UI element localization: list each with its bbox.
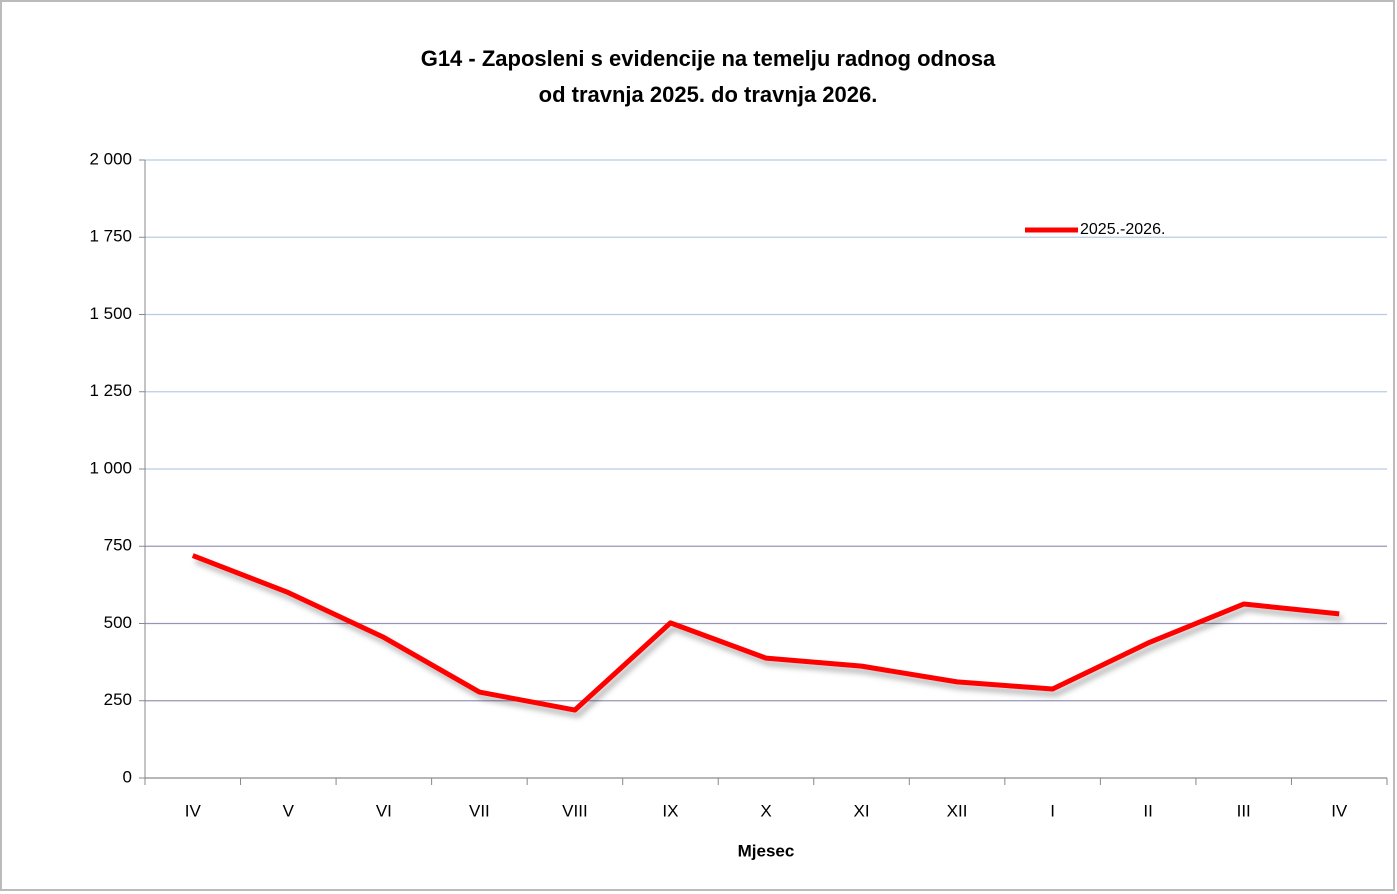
x-tick-label: X [760, 801, 771, 820]
chart-subtitle: od travnja 2025. do travnja 2026. [539, 82, 878, 107]
y-tick-label: 1 500 [89, 304, 132, 323]
x-tick-label: VI [376, 801, 392, 820]
y-tick-label: 1 250 [89, 381, 132, 400]
series-line [191, 553, 1340, 713]
y-tick-label: 250 [104, 690, 132, 709]
x-tick-label: XI [854, 801, 870, 820]
y-tick-label: 500 [104, 613, 132, 632]
y-tick-label: 750 [104, 536, 132, 555]
x-tick-label: IX [662, 801, 678, 820]
x-tick-label: XII [947, 801, 968, 820]
x-axis-title: Mjesec [738, 841, 795, 860]
x-tick-label: VIII [562, 801, 588, 820]
x-tick-label: IV [185, 801, 202, 820]
y-tick-label: 2 000 [89, 149, 132, 168]
x-tick-label: II [1143, 801, 1152, 820]
x-tick-label: I [1050, 801, 1055, 820]
legend-label: 2025.-2026. [1080, 221, 1165, 238]
y-tick-label: 1 000 [89, 458, 132, 477]
y-tick-label: 0 [123, 767, 132, 786]
x-tick-label: VII [469, 801, 490, 820]
y-tick-label: 1 750 [89, 227, 132, 246]
x-tick-label: III [1237, 801, 1251, 820]
x-tick-label: IV [1331, 801, 1348, 820]
x-tick-label: V [283, 801, 295, 820]
chart-title: G14 - Zaposleni s evidencije na temelju … [421, 46, 996, 71]
